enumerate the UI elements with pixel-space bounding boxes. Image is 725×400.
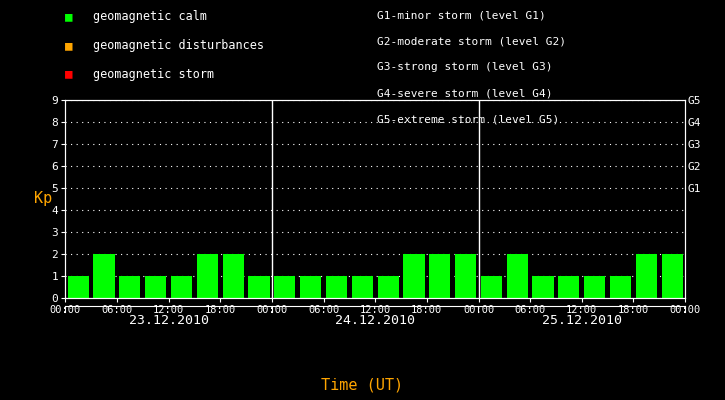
Text: ■: ■	[65, 39, 72, 52]
Text: G4-severe storm (level G4): G4-severe storm (level G4)	[377, 88, 552, 98]
Y-axis label: Kp: Kp	[34, 192, 52, 206]
Bar	[662, 254, 683, 298]
Bar	[171, 276, 192, 298]
Text: geomagnetic calm: geomagnetic calm	[93, 10, 207, 23]
Text: G3-strong storm (level G3): G3-strong storm (level G3)	[377, 62, 552, 72]
Bar	[249, 276, 270, 298]
Bar	[610, 276, 631, 298]
Bar	[300, 276, 321, 298]
Bar	[274, 276, 295, 298]
Bar	[145, 276, 166, 298]
Text: Time (UT): Time (UT)	[321, 377, 404, 392]
Bar	[429, 254, 450, 298]
Bar	[94, 254, 115, 298]
Text: ■: ■	[65, 10, 72, 23]
Text: G1-minor storm (level G1): G1-minor storm (level G1)	[377, 10, 546, 20]
Bar	[67, 276, 88, 298]
Text: 23.12.2010: 23.12.2010	[128, 314, 209, 327]
Bar	[455, 254, 476, 298]
Text: geomagnetic disturbances: geomagnetic disturbances	[93, 39, 264, 52]
Text: G5-extreme storm (level G5): G5-extreme storm (level G5)	[377, 114, 559, 124]
Text: geomagnetic storm: geomagnetic storm	[93, 68, 214, 81]
Bar	[352, 276, 373, 298]
Bar	[481, 276, 502, 298]
Bar	[403, 254, 425, 298]
Bar	[196, 254, 218, 298]
Text: 25.12.2010: 25.12.2010	[542, 314, 622, 327]
Bar	[532, 276, 554, 298]
Text: ■: ■	[65, 68, 72, 81]
Bar	[507, 254, 528, 298]
Bar	[584, 276, 605, 298]
Bar	[326, 276, 347, 298]
Bar	[223, 254, 244, 298]
Bar	[558, 276, 579, 298]
Bar	[636, 254, 657, 298]
Text: 24.12.2010: 24.12.2010	[335, 314, 415, 327]
Bar	[119, 276, 141, 298]
Bar	[378, 276, 399, 298]
Text: G2-moderate storm (level G2): G2-moderate storm (level G2)	[377, 36, 566, 46]
